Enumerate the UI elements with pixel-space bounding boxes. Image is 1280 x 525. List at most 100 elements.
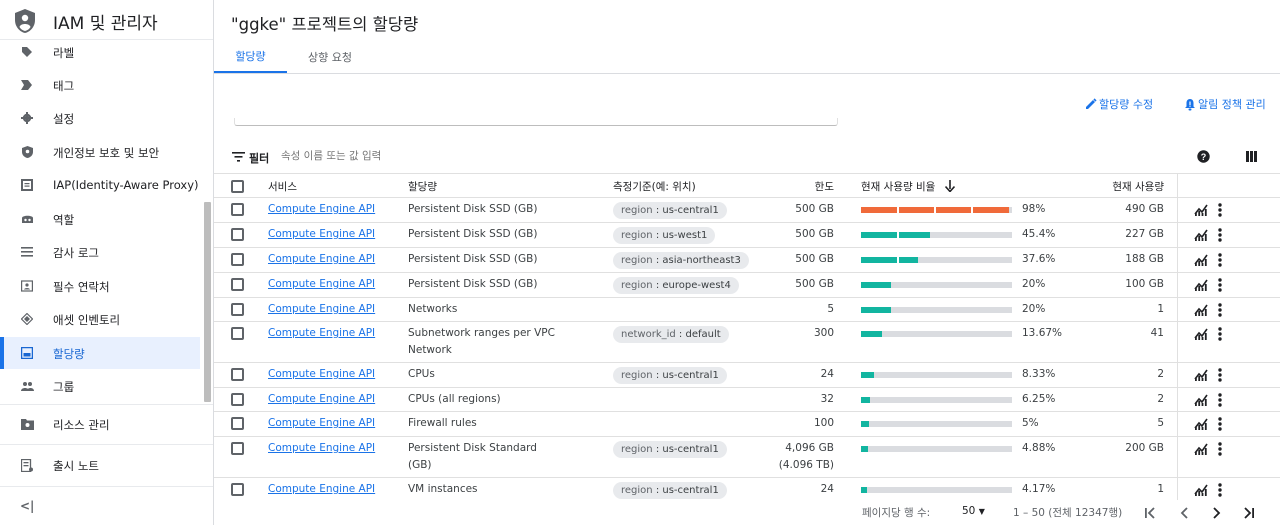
- bar-segment-divider: [971, 207, 973, 213]
- bar-segment-divider: [934, 207, 936, 213]
- help-icon[interactable]: ?: [1197, 150, 1210, 163]
- sidebar-item-release-notes[interactable]: 출시 노트: [0, 449, 200, 481]
- usage-progress-bar: [861, 282, 1012, 288]
- last-page-icon[interactable]: [1243, 507, 1255, 519]
- header-quota[interactable]: 할당량: [408, 181, 437, 193]
- filter-input[interactable]: [281, 150, 581, 162]
- usage-chart-icon[interactable]: [1194, 204, 1208, 219]
- alert-policy-button[interactable]: 알림 정책 관리: [1184, 96, 1266, 112]
- usage-chart-icon[interactable]: [1194, 328, 1208, 343]
- tab-quotas[interactable]: 할당량: [214, 41, 287, 73]
- usage-chart-icon[interactable]: [1194, 394, 1208, 409]
- row-checkbox[interactable]: [231, 278, 244, 291]
- row-checkbox[interactable]: [231, 483, 244, 496]
- row-checkbox[interactable]: [231, 393, 244, 406]
- quota-name: Persistent Disk SSD (GB): [408, 278, 538, 290]
- sidebar-item-quota[interactable]: 할당량: [0, 337, 200, 369]
- sidebar-item-settings[interactable]: 설정: [0, 102, 200, 134]
- row-checkbox[interactable]: [231, 368, 244, 381]
- service-link[interactable]: Compute Engine API: [268, 253, 376, 265]
- sidebar-item-shield[interactable]: 개인정보 보호 및 보안: [0, 136, 200, 168]
- quota-limit: 24: [821, 366, 834, 383]
- usage-chart-icon[interactable]: [1194, 443, 1208, 458]
- row-checkbox[interactable]: [231, 417, 244, 430]
- sidebar-item-resource-management[interactable]: 리소스 관리: [0, 408, 200, 440]
- more-actions-icon[interactable]: [1218, 228, 1222, 245]
- usage-chart-icon[interactable]: [1194, 369, 1208, 384]
- more-actions-icon[interactable]: [1218, 393, 1222, 410]
- row-checkbox[interactable]: [231, 303, 244, 316]
- more-actions-icon[interactable]: [1218, 327, 1222, 344]
- usage-chart-icon[interactable]: [1194, 254, 1208, 269]
- service-link[interactable]: Compute Engine API: [268, 203, 376, 215]
- row-checkbox[interactable]: [231, 203, 244, 216]
- sidebar-item-label[interactable]: 라벨: [0, 36, 200, 68]
- previous-page-icon[interactable]: [1179, 507, 1189, 519]
- usage-chart-icon[interactable]: [1194, 229, 1208, 244]
- row-checkbox[interactable]: [231, 327, 244, 340]
- sidebar-item-group[interactable]: 그룹: [0, 370, 200, 402]
- edit-quotas-button[interactable]: 할당량 수정: [1085, 96, 1153, 112]
- usage-percent: 13.67%: [1022, 327, 1063, 339]
- usage-chart-icon[interactable]: [1194, 279, 1208, 294]
- table-row: Compute Engine API Persistent Disk Standa…: [214, 437, 1280, 478]
- usage-chart-icon[interactable]: [1194, 418, 1208, 433]
- usage-chart-icon[interactable]: [1194, 484, 1208, 499]
- row-checkbox[interactable]: [231, 442, 244, 455]
- quota-name: VM instances: [408, 483, 478, 495]
- iam-shield-logo-icon: [15, 9, 35, 33]
- more-actions-icon[interactable]: [1218, 368, 1222, 385]
- dimension-key: region: [621, 230, 653, 241]
- sidebar-scrollbar[interactable]: [204, 202, 211, 402]
- sidebar-item-iap[interactable]: IAP(Identity-Aware Proxy): [0, 169, 200, 201]
- usage-progress-fill: [861, 397, 870, 403]
- more-actions-icon[interactable]: [1218, 278, 1222, 295]
- service-link[interactable]: Compute Engine API: [268, 483, 376, 495]
- sidebar-item-contact[interactable]: 필수 연락처: [0, 270, 200, 302]
- more-actions-icon[interactable]: [1218, 203, 1222, 220]
- more-actions-icon[interactable]: [1218, 253, 1222, 270]
- quota-limit-value: 500 GB: [795, 228, 834, 240]
- quota-name: Subnetwork ranges per VPC Network: [408, 327, 555, 356]
- column-display-icon[interactable]: [1246, 151, 1257, 162]
- more-actions-icon[interactable]: [1218, 483, 1222, 500]
- header-usage-percent[interactable]: 현재 사용량 비율: [861, 179, 935, 194]
- usage-chart-icon[interactable]: [1194, 304, 1208, 319]
- service-link[interactable]: Compute Engine API: [268, 442, 376, 454]
- service-link[interactable]: Compute Engine API: [268, 327, 376, 339]
- service-link[interactable]: Compute Engine API: [268, 417, 376, 429]
- next-page-icon[interactable]: [1212, 507, 1222, 519]
- quota-name: Persistent Disk SSD (GB): [408, 253, 538, 265]
- more-actions-icon[interactable]: [1218, 303, 1222, 320]
- usage-percent: 20%: [1022, 278, 1046, 290]
- sidebar-item-diamond[interactable]: 애셋 인벤토리: [0, 303, 200, 335]
- sidebar-item-tag[interactable]: 태그: [0, 69, 200, 101]
- pencil-icon: [1086, 98, 1097, 109]
- header-dimensions[interactable]: 측정기준(예: 위치): [613, 181, 696, 193]
- service-link[interactable]: Compute Engine API: [268, 278, 376, 290]
- service-link[interactable]: Compute Engine API: [268, 368, 376, 380]
- sort-descending-icon[interactable]: [945, 180, 955, 192]
- sidebar-item-label: 그룹: [53, 380, 75, 394]
- rows-per-page-select[interactable]: 50 ▼: [962, 505, 985, 517]
- header-current-usage[interactable]: 현재 사용량: [1112, 181, 1164, 193]
- service-link[interactable]: Compute Engine API: [268, 393, 376, 405]
- quota-name: Persistent Disk Standard (GB): [408, 442, 537, 471]
- sidebar-item-role[interactable]: 역할: [0, 203, 200, 235]
- sidebar-item-list[interactable]: 감사 로그: [0, 236, 200, 268]
- more-actions-icon[interactable]: [1218, 417, 1222, 434]
- header-limit[interactable]: 한도: [814, 181, 834, 193]
- collapse-sidebar-icon[interactable]: <|: [20, 499, 35, 513]
- row-checkbox[interactable]: [231, 228, 244, 241]
- tab-increase-requests[interactable]: 상향 요청: [308, 51, 352, 64]
- service-link[interactable]: Compute Engine API: [268, 303, 376, 315]
- header-service[interactable]: 서비스: [268, 181, 297, 193]
- select-all-checkbox[interactable]: [231, 180, 244, 193]
- service-link[interactable]: Compute Engine API: [268, 228, 376, 240]
- first-page-icon[interactable]: [1144, 507, 1156, 519]
- alert-policy-label: 알림 정책 관리: [1198, 98, 1266, 111]
- current-usage: 188 GB: [1125, 253, 1164, 265]
- more-actions-icon[interactable]: [1218, 442, 1222, 459]
- usage-progress-fill: [861, 282, 891, 288]
- row-checkbox[interactable]: [231, 253, 244, 266]
